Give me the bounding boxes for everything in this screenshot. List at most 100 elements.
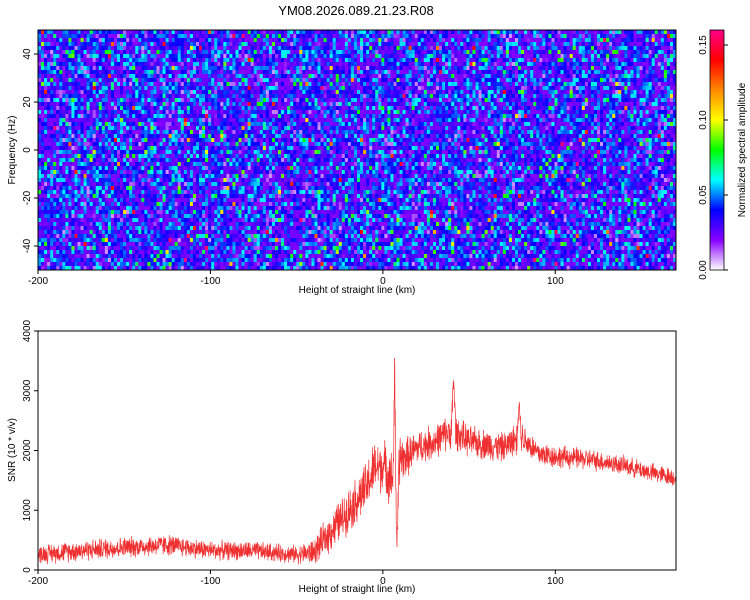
heatmap-cell — [338, 122, 343, 127]
heatmap-cell — [645, 58, 650, 63]
heatmap-cell — [293, 66, 297, 71]
heatmap-cell — [47, 34, 51, 39]
heatmap-cell — [466, 46, 470, 51]
heatmap-cell — [314, 50, 318, 55]
heatmap-cell — [135, 78, 139, 83]
heatmap-cell — [475, 50, 479, 55]
heatmap-cell — [290, 94, 294, 99]
heatmap-cell — [387, 82, 391, 87]
heatmap-cell — [89, 50, 94, 55]
heatmap-cell — [511, 54, 516, 59]
heatmap-cell — [393, 70, 397, 75]
heatmap-cell — [320, 110, 324, 115]
heatmap-cell — [435, 74, 440, 79]
heatmap-cell — [645, 54, 650, 59]
heatmap-cell — [578, 106, 583, 111]
heatmap-cell — [657, 106, 662, 111]
heatmap-cell — [566, 34, 571, 39]
heatmap-cell — [65, 66, 69, 71]
heatmap-cell — [265, 118, 270, 123]
heatmap-cell — [672, 62, 677, 67]
heatmap-cell — [514, 50, 519, 55]
heatmap-cell — [545, 114, 549, 119]
heatmap-cell — [514, 42, 519, 47]
heatmap-cell — [600, 98, 604, 103]
heatmap-cell — [423, 74, 428, 79]
heatmap-cell — [244, 122, 248, 127]
heatmap-cell — [363, 78, 367, 83]
heatmap-cell — [639, 102, 643, 107]
heatmap-cell — [435, 50, 440, 55]
heatmap-cell — [569, 62, 574, 67]
heatmap-cell — [195, 118, 200, 123]
heatmap-cell — [423, 90, 428, 95]
heatmap-cell — [104, 54, 109, 59]
heatmap-cell — [463, 66, 467, 71]
heatmap-cell — [548, 98, 552, 103]
heatmap-cell — [563, 114, 567, 119]
heatmap-cell — [241, 54, 245, 59]
heatmap-cell — [235, 110, 239, 115]
heatmap-cell — [353, 30, 358, 35]
heatmap-cell — [651, 30, 656, 35]
heatmap-cell — [563, 98, 567, 103]
heatmap-cell — [539, 90, 543, 95]
heatmap-cell — [493, 42, 498, 47]
heatmap-cell — [80, 62, 84, 67]
heatmap-cell — [268, 118, 273, 123]
heatmap-cell — [153, 86, 157, 91]
heatmap-cell — [101, 122, 106, 127]
heatmap-cell — [563, 70, 567, 75]
heatmap-cells — [38, 30, 677, 271]
heatmap-cell — [548, 42, 552, 47]
heatmap-cell — [651, 114, 656, 119]
heatmap-cell — [666, 58, 671, 63]
heatmap-cell — [372, 50, 376, 55]
heatmap-cell — [372, 66, 376, 71]
heatmap-cell — [186, 122, 191, 127]
heatmap-cell — [113, 30, 118, 35]
heatmap-cell — [505, 66, 510, 71]
heatmap-cell — [265, 34, 270, 39]
heatmap-cell — [363, 34, 367, 39]
heatmap-cell — [423, 110, 428, 115]
heatmap-cell — [448, 118, 452, 123]
heatmap-cell — [147, 34, 151, 39]
heatmap-cell — [110, 70, 115, 75]
heatmap-cell — [420, 34, 425, 39]
heatmap-cell — [44, 102, 48, 107]
heatmap-cell — [284, 70, 288, 75]
heatmap-cell — [633, 34, 637, 39]
heatmap-cell — [95, 50, 100, 55]
heatmap-cell — [514, 114, 519, 119]
heatmap-cell — [53, 30, 57, 35]
heatmap-cell — [445, 58, 449, 63]
heatmap-cell — [47, 66, 51, 71]
chart-title: YM08.2026.089.21.23.R08 — [278, 3, 433, 18]
heatmap-cell — [192, 90, 197, 95]
heatmap-cell — [615, 58, 619, 63]
heatmap-cell — [369, 34, 373, 39]
heatmap-cell — [62, 122, 66, 127]
heatmap-cell — [363, 94, 367, 99]
heatmap-cell — [89, 46, 94, 51]
heatmap-cell — [569, 30, 574, 35]
heatmap-cell — [475, 94, 479, 99]
heatmap-cell — [59, 34, 63, 39]
heatmap-cell — [135, 34, 139, 39]
heatmap-cell — [469, 90, 473, 95]
heatmap-cell — [68, 118, 72, 123]
heatmap-cell — [487, 54, 492, 59]
heatmap-cell — [472, 54, 476, 59]
heatmap-cell — [253, 50, 258, 55]
heatmap-cell — [156, 30, 160, 35]
heatmap-cell — [129, 94, 133, 99]
heatmap-cell — [156, 38, 160, 43]
heatmap-cell — [135, 46, 139, 51]
heatmap-cell — [505, 118, 510, 123]
heatmap-cell — [612, 110, 616, 115]
heatmap-cell — [290, 38, 294, 43]
heatmap-cell — [293, 42, 297, 47]
heatmap-cell — [511, 94, 516, 99]
